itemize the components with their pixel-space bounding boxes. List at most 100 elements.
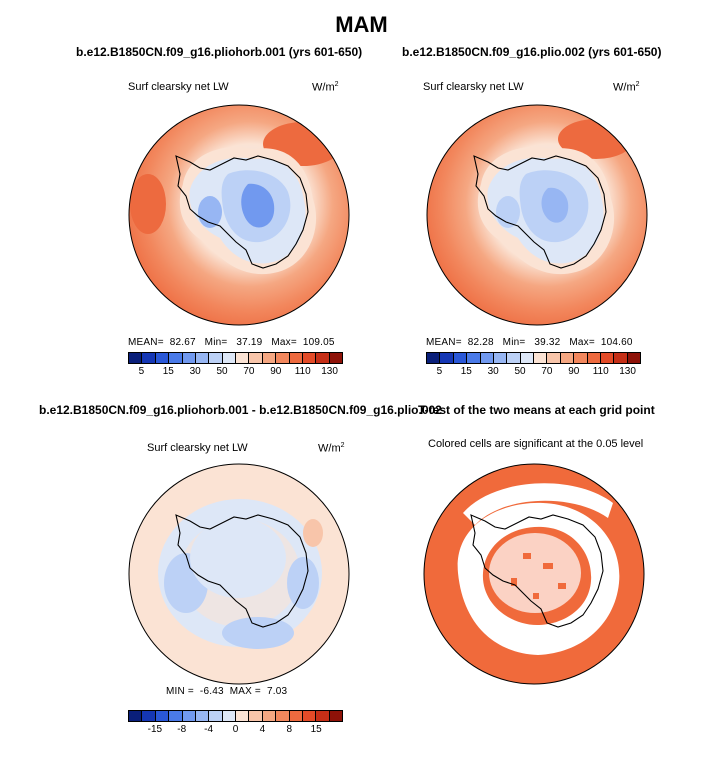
colorbar3-swatch-0 bbox=[129, 711, 143, 721]
panel2-coastline bbox=[473, 155, 607, 269]
colorbar2-tick-label: 15 bbox=[460, 366, 472, 377]
panel1-units: W/m2 bbox=[312, 81, 339, 94]
colorbar2-swatch-15 bbox=[627, 353, 640, 363]
panel4-sig-cell-4 bbox=[558, 583, 566, 589]
colorbar3-tick-label: 4 bbox=[259, 724, 266, 735]
colorbar2-swatch-1 bbox=[440, 353, 454, 363]
panel3-map-border bbox=[128, 463, 350, 685]
colorbar1-tick-label: 15 bbox=[162, 366, 174, 377]
panel3-colorbar bbox=[128, 710, 343, 722]
panel2-map bbox=[426, 104, 648, 326]
colorbar2-swatch-10 bbox=[560, 353, 575, 363]
panel3-units: W/m2 bbox=[318, 442, 345, 455]
colorbar3-swatch-1 bbox=[142, 711, 156, 721]
colorbar3-tick-label: -15 bbox=[147, 724, 163, 735]
panel4-sig-cell-1 bbox=[523, 553, 531, 559]
colorbar2-tick-label: 50 bbox=[514, 366, 526, 377]
colorbar3-tick-label: 8 bbox=[286, 724, 293, 735]
colorbar2-swatch-3 bbox=[467, 353, 481, 363]
panel4-nonsig-ring bbox=[457, 502, 620, 655]
colorbar3-swatch-10 bbox=[262, 711, 277, 721]
panel4-title: T-test of the two means at each grid poi… bbox=[418, 403, 655, 417]
colorbar2-swatch-11 bbox=[574, 353, 588, 363]
panel4-sig-cell-3 bbox=[511, 578, 517, 586]
colorbar1-swatch-12 bbox=[289, 353, 303, 363]
colorbar2-swatch-0 bbox=[427, 353, 441, 363]
panel2-units: W/m2 bbox=[613, 81, 640, 94]
panel2-subtitle: Surf clearsky net LW bbox=[423, 81, 524, 93]
panel3-map bbox=[128, 463, 350, 685]
panel3-stats: MIN = -6.43 MAX = 7.03 bbox=[166, 686, 288, 697]
colorbar1-tick-label: 90 bbox=[270, 366, 282, 377]
colorbar3-swatch-6 bbox=[209, 711, 223, 721]
colorbar3-tick-label: -8 bbox=[177, 724, 187, 735]
panel3-title: b.e12.B1850CN.f09_g16.pliohorb.001 - b.e… bbox=[39, 403, 442, 417]
colorbar1-swatch-4 bbox=[182, 353, 196, 363]
panel4-map bbox=[423, 463, 645, 685]
panel3-neg-patch-e bbox=[287, 557, 319, 609]
panel4-nonsig-band-n bbox=[463, 483, 613, 525]
colorbar1-swatch-14 bbox=[316, 353, 330, 363]
colorbar3-swatch-3 bbox=[169, 711, 183, 721]
colorbar2-swatch-2 bbox=[453, 353, 468, 363]
colorbar3-swatch-9 bbox=[249, 711, 263, 721]
panel3-subtitle: Surf clearsky net LW bbox=[147, 442, 248, 454]
colorbar3-swatch-7 bbox=[222, 711, 236, 721]
colorbar3-tick-label: 15 bbox=[310, 724, 322, 735]
panel4-map-border bbox=[423, 463, 645, 685]
colorbar1-swatch-8 bbox=[236, 353, 250, 363]
panel1-map-border bbox=[128, 104, 350, 326]
colorbar2-tick-label: 70 bbox=[541, 366, 553, 377]
colorbar3-swatch-12 bbox=[289, 711, 303, 721]
panel2-stats: MEAN= 82.28 Min= 39.32 Max= 104.60 bbox=[426, 337, 633, 348]
panel1-colorbar bbox=[128, 352, 343, 364]
colorbar2-tick-label: 90 bbox=[568, 366, 580, 377]
colorbar1-swatch-2 bbox=[155, 353, 170, 363]
colorbar2-swatch-14 bbox=[614, 353, 628, 363]
colorbar2-tick-label: 5 bbox=[436, 366, 443, 377]
panel3-pos-patch bbox=[303, 519, 323, 547]
colorbar1-tick-label: 110 bbox=[294, 366, 311, 377]
colorbar2-swatch-12 bbox=[587, 353, 601, 363]
colorbar3-swatch-2 bbox=[155, 711, 170, 721]
panel1-ice-core bbox=[241, 183, 275, 228]
colorbar2-tick-label: 130 bbox=[619, 366, 636, 377]
colorbar1-swatch-0 bbox=[129, 353, 143, 363]
panel2-ice-core bbox=[541, 187, 569, 223]
colorbar1-tick-label: 5 bbox=[138, 366, 145, 377]
colorbar3-swatch-15 bbox=[329, 711, 342, 721]
colorbar1-swatch-10 bbox=[262, 353, 277, 363]
colorbar3-tick-label: -4 bbox=[204, 724, 214, 735]
panel4-coastline bbox=[470, 514, 604, 628]
colorbar2-swatch-6 bbox=[507, 353, 521, 363]
panel1-map bbox=[128, 104, 350, 326]
colorbar3-swatch-11 bbox=[276, 711, 290, 721]
colorbar1-tick-label: 130 bbox=[321, 366, 338, 377]
colorbar3-swatch-8 bbox=[236, 711, 250, 721]
colorbar3-swatch-4 bbox=[182, 711, 196, 721]
panel2-colorbar bbox=[426, 352, 641, 364]
panel4-sig-cell-5 bbox=[533, 593, 539, 599]
colorbar3-swatch-5 bbox=[195, 711, 210, 721]
colorbar2-swatch-8 bbox=[534, 353, 548, 363]
colorbar1-swatch-9 bbox=[249, 353, 263, 363]
colorbar1-swatch-15 bbox=[329, 353, 342, 363]
panel1-stats: MEAN= 82.67 Min= 37.19 Max= 109.05 bbox=[128, 337, 335, 348]
colorbar2-swatch-4 bbox=[480, 353, 494, 363]
colorbar1-swatch-7 bbox=[222, 353, 236, 363]
panel3-shelf-fill bbox=[190, 518, 286, 598]
panel1-subtitle: Surf clearsky net LW bbox=[128, 81, 229, 93]
panel4-subtitle: Colored cells are significant at the 0.0… bbox=[428, 438, 644, 450]
panel2-map-border bbox=[426, 104, 648, 326]
colorbar1-tick-label: 70 bbox=[243, 366, 255, 377]
colorbar1-swatch-11 bbox=[276, 353, 290, 363]
colorbar3-tick-label: 0 bbox=[232, 724, 239, 735]
panel2-title: b.e12.B1850CN.f09_g16.plio.002 (yrs 601-… bbox=[402, 45, 662, 59]
colorbar1-tick-label: 50 bbox=[216, 366, 228, 377]
colorbar2-swatch-9 bbox=[547, 353, 561, 363]
colorbar3-swatch-13 bbox=[302, 711, 317, 721]
colorbar1-tick-label: 30 bbox=[189, 366, 201, 377]
colorbar3-swatch-14 bbox=[316, 711, 330, 721]
panel4-nonsig-inner-blob bbox=[489, 533, 581, 613]
panel4-sig-cell-2 bbox=[543, 563, 553, 569]
